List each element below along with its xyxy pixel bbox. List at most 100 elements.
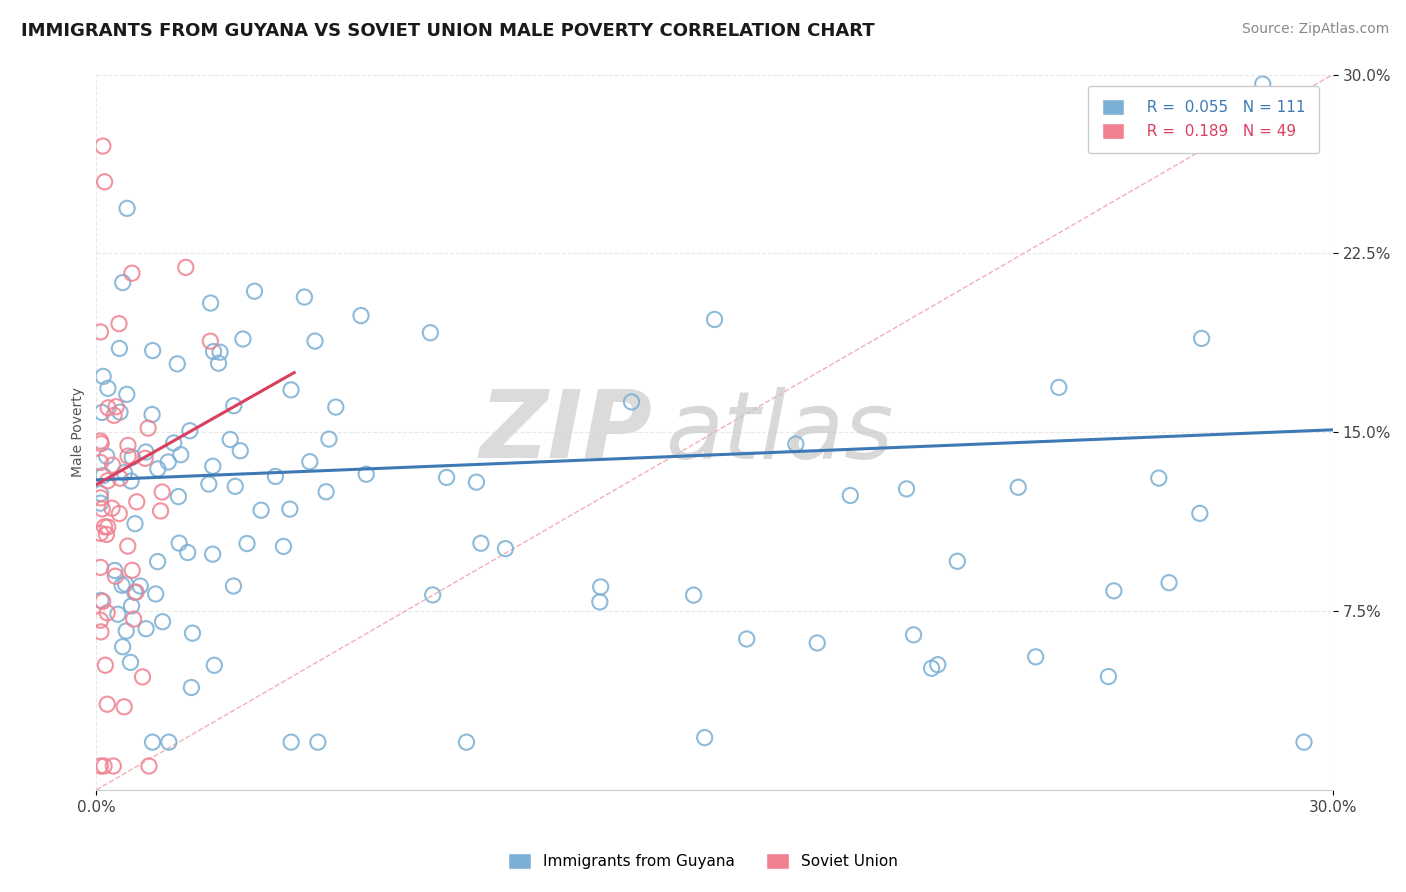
Point [896,482,918,496]
Point [89,455,111,469]
Point [97,401,120,415]
Point [179,424,201,438]
Point [166,357,188,371]
Point [146,555,169,569]
Point [91,468,114,483]
Point [236,536,259,550]
Point [124,585,146,599]
Point [222,399,245,413]
Point [103,409,125,423]
Point [93,759,115,773]
Point [111,640,134,654]
Point [89,759,111,773]
Point [264,469,287,483]
Point [107,607,129,622]
Point [280,383,302,397]
Point [120,656,142,670]
Point [200,334,222,348]
Text: ZIP: ZIP [479,386,652,478]
Point [93,175,115,189]
Point [1102,583,1125,598]
Point [209,345,232,359]
Point [280,735,302,749]
Point [785,437,807,451]
Point [114,466,136,480]
Point [494,541,516,556]
Text: IMMIGRANTS FROM GUYANA VS SOVIET UNION MALE POVERTY CORRELATION CHART: IMMIGRANTS FROM GUYANA VS SOVIET UNION M… [21,22,875,40]
Point [90,436,112,450]
Point [1047,380,1070,394]
Point [436,470,458,484]
Point [839,488,862,502]
Point [91,502,114,516]
Point [243,285,266,299]
Point [121,563,143,577]
Point [157,455,180,469]
Point [93,520,115,534]
Point [224,479,246,493]
Point [921,661,943,675]
Point [456,735,478,749]
Point [135,622,157,636]
Point [207,356,229,370]
Point [422,588,444,602]
Point [273,540,295,554]
Point [117,449,139,463]
Point [105,400,128,414]
Point [149,504,172,518]
Point [108,405,131,419]
Point [1007,480,1029,494]
Point [89,434,111,449]
Point [104,569,127,583]
Point [108,317,131,331]
Point [96,697,118,711]
Point [589,595,612,609]
Point [1251,77,1274,91]
Point [307,735,329,749]
Point [1025,649,1047,664]
Point [91,139,114,153]
Point [122,612,145,626]
Point [735,632,758,646]
Point [202,658,225,673]
Point [90,491,112,505]
Point [115,387,138,401]
Point [138,759,160,773]
Point [167,536,190,550]
Point [465,475,488,490]
Point [89,526,111,541]
Point [298,455,321,469]
Point [229,443,252,458]
Point [1292,735,1315,749]
Point [96,606,118,620]
Point [94,658,117,673]
Point [202,344,225,359]
Point [200,296,222,310]
Point [91,594,114,608]
Point [131,670,153,684]
Point [91,369,114,384]
Point [115,624,138,638]
Point [125,495,148,509]
Point [97,381,120,395]
Point [89,613,111,627]
Point [927,657,949,672]
Point [121,266,143,280]
Point [97,474,120,488]
Point [146,462,169,476]
Point [121,450,143,465]
Point [1191,331,1213,345]
Point [318,432,340,446]
Point [315,484,337,499]
Legend:   R =  0.055   N = 111,   R =  0.189   N = 49: R = 0.055 N = 111, R = 0.189 N = 49 [1088,86,1319,153]
Point [117,438,139,452]
Point [1097,669,1119,683]
Point [250,503,273,517]
Point [222,579,245,593]
Point [201,459,224,474]
Y-axis label: Male Poverty: Male Poverty [72,387,86,477]
Point [101,458,124,472]
Point [1147,471,1170,485]
Point [91,405,114,419]
Point [470,536,492,550]
